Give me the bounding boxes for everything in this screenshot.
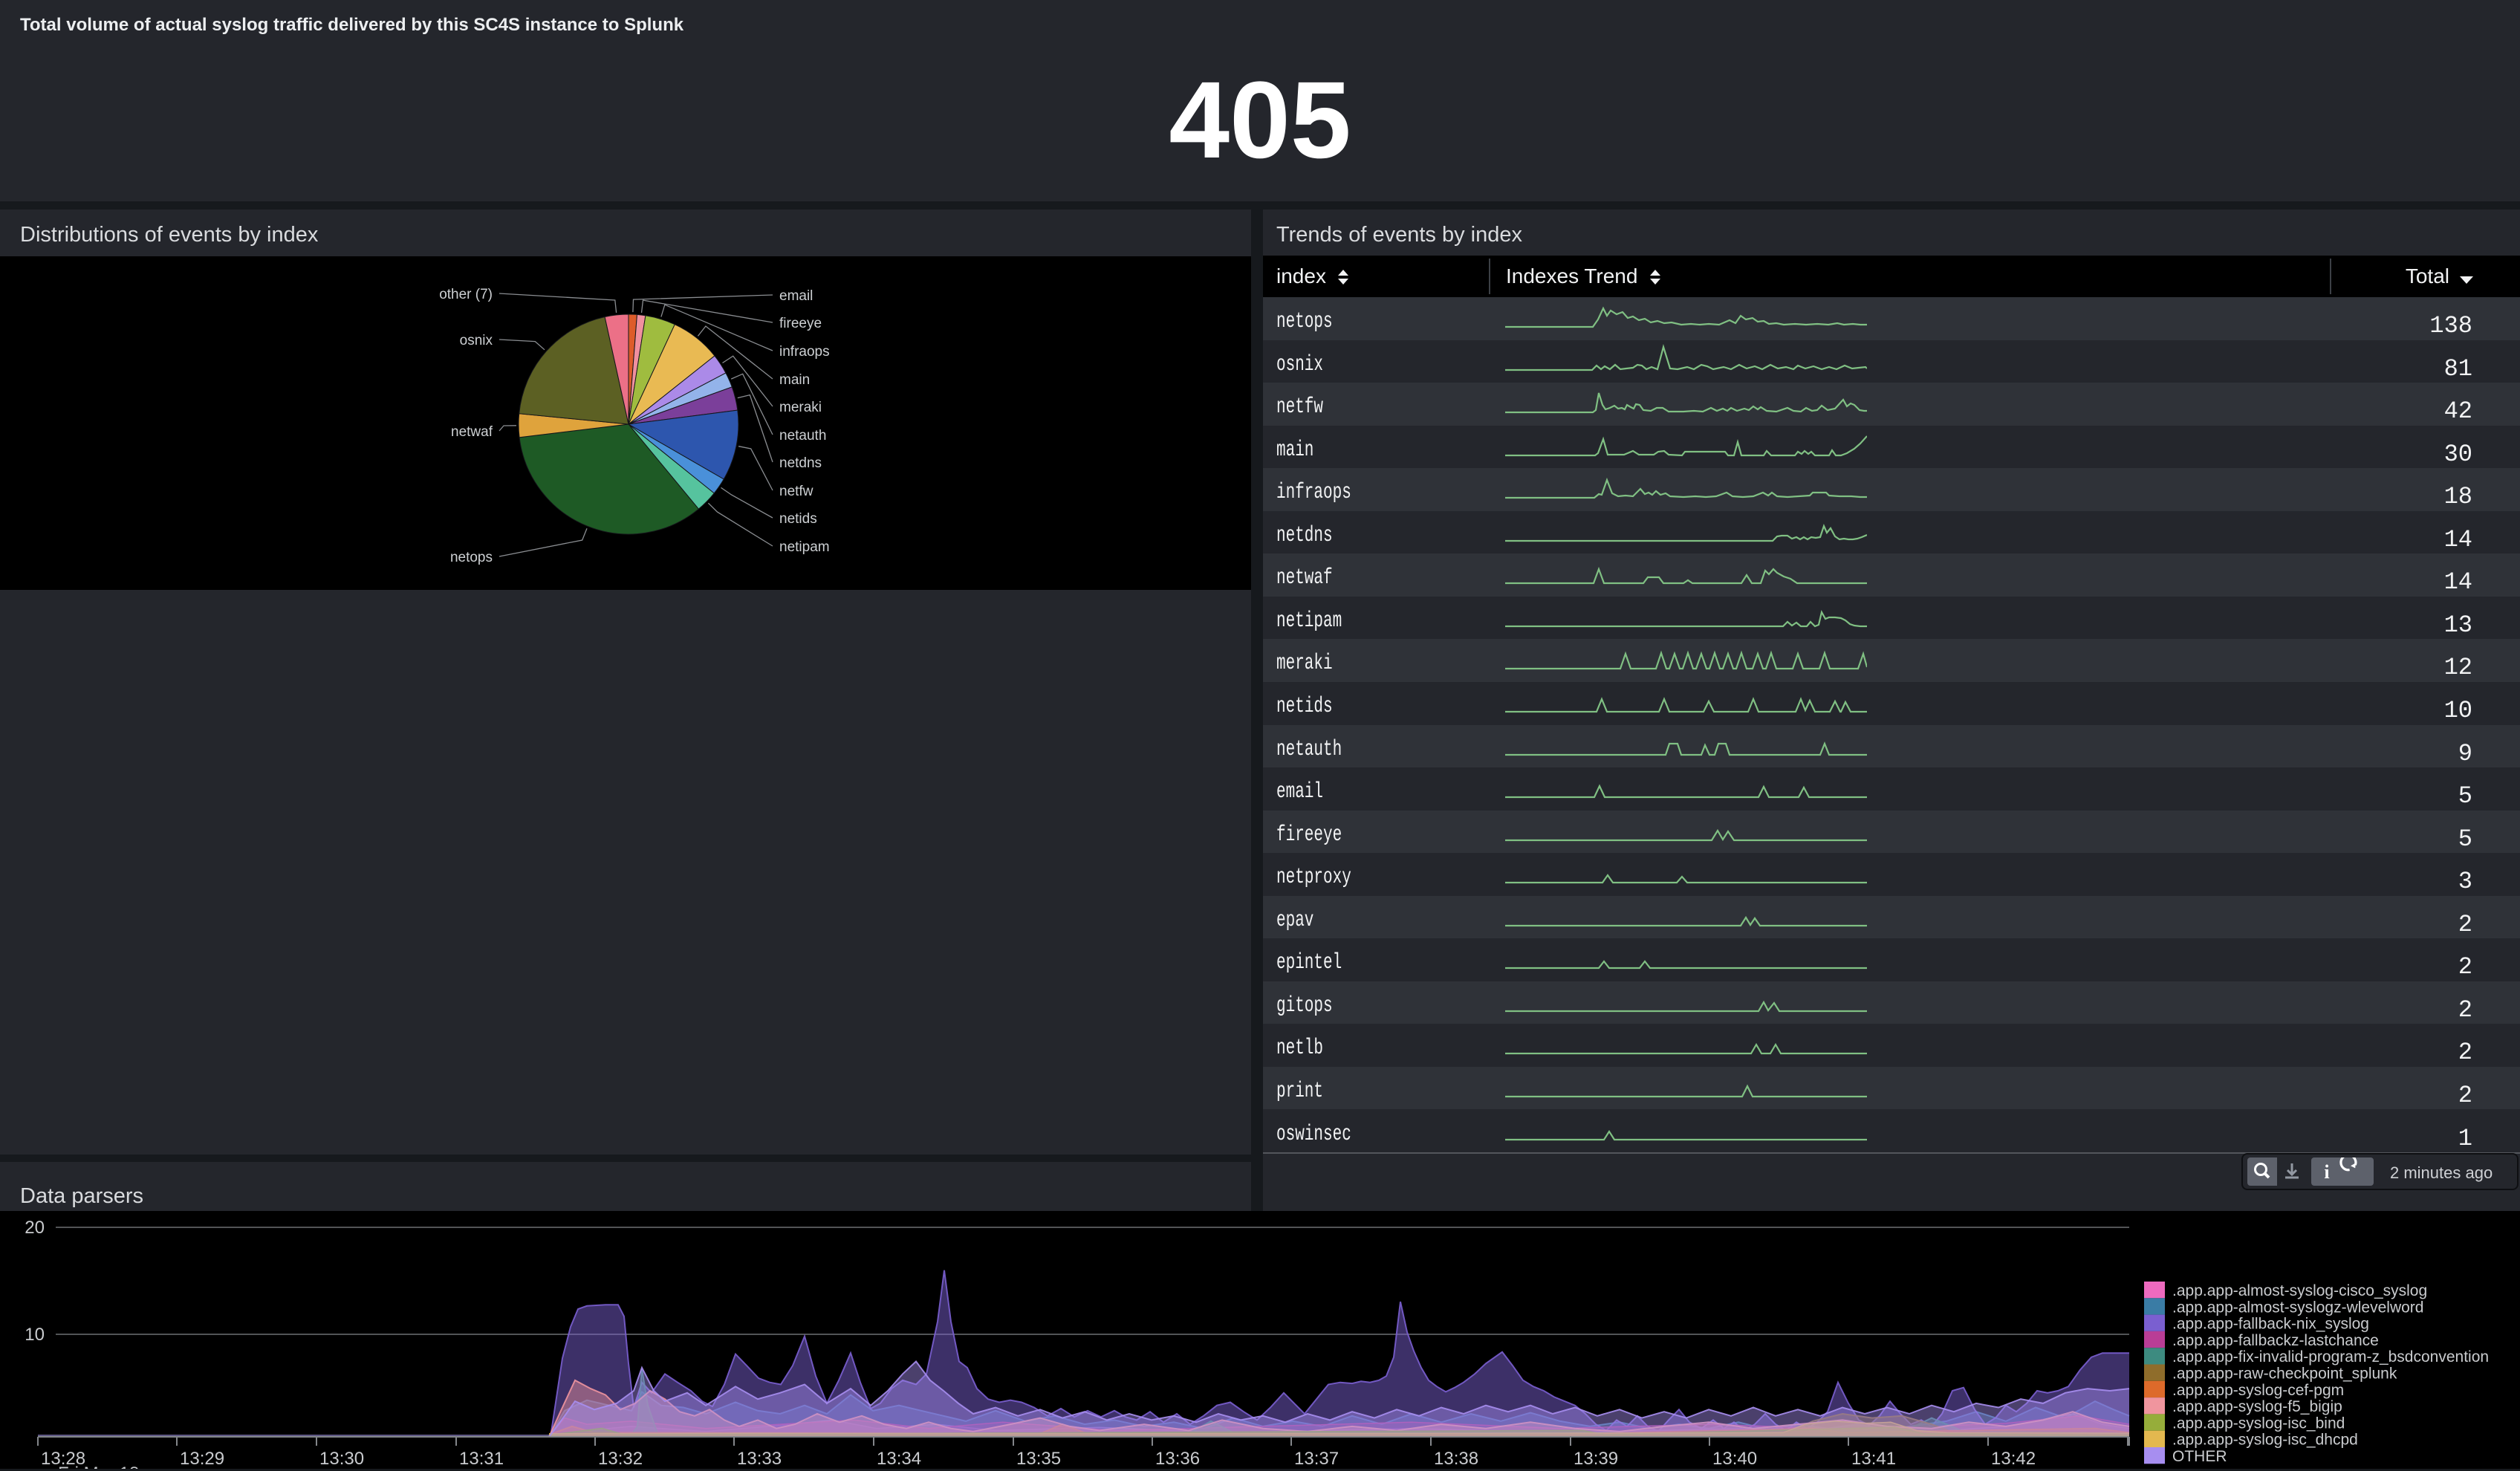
svg-text:.app.app-fallbackz-lastchance: .app.app-fallbackz-lastchance [2172,1332,2379,1349]
svg-text:.app.app-syslog-isc_bind: .app.app-syslog-isc_bind [2172,1415,2345,1432]
svg-text:13:39: 13:39 [1574,1449,1618,1469]
svg-text:netops: netops [450,550,493,565]
svg-text:13:41: 13:41 [1851,1449,1896,1469]
svg-text:netauth: netauth [779,428,826,444]
svg-text:.app.app-almost-syslogz-wlevel: .app.app-almost-syslogz-wlevelword [2172,1299,2423,1316]
svg-text:OTHER: OTHER [2172,1448,2227,1465]
svg-text:Fri Mar 18: Fri Mar 18 [58,1464,139,1469]
svg-text:infraops: infraops [779,344,830,360]
svg-text:fireeye: fireeye [779,316,822,331]
svg-text:13:35: 13:35 [1016,1449,1061,1469]
svg-text:13:34: 13:34 [877,1449,921,1469]
svg-text:.app.app-almost-syslog-cisco_s: .app.app-almost-syslog-cisco_syslog [2172,1282,2427,1299]
svg-text:email: email [779,288,813,304]
svg-text:13:37: 13:37 [1294,1449,1339,1469]
svg-text:netids: netids [779,511,817,527]
svg-text:main: main [779,372,810,388]
svg-text:.app.app-fix-invalid-program-z: .app.app-fix-invalid-program-z_bsdconven… [2172,1348,2489,1366]
svg-text:.app.app-syslog-f5_bigip: .app.app-syslog-f5_bigip [2172,1398,2342,1415]
svg-text:i: i [2324,1161,2329,1183]
svg-text:13:38: 13:38 [1434,1449,1478,1469]
svg-text:netwaf: netwaf [451,424,493,440]
svg-text:13:32: 13:32 [598,1449,643,1469]
svg-text:.app.app-fallback-nix_syslog: .app.app-fallback-nix_syslog [2172,1316,2369,1333]
svg-text:10: 10 [25,1325,45,1345]
svg-text:13:36: 13:36 [1155,1449,1200,1469]
svg-text:13:28: 13:28 [41,1449,85,1469]
svg-text:other (7): other (7) [439,287,493,302]
svg-text:13:31: 13:31 [459,1449,504,1469]
svg-text:.app.app-raw-checkpoint_splunk: .app.app-raw-checkpoint_splunk [2172,1366,2397,1383]
svg-text:netfw: netfw [779,484,814,499]
svg-text:20: 20 [25,1218,45,1238]
svg-text:.app.app-syslog-cef-pgm: .app.app-syslog-cef-pgm [2172,1382,2344,1399]
svg-text:.app.app-syslog-isc_dhcpd: .app.app-syslog-isc_dhcpd [2172,1432,2358,1449]
svg-text:13:42: 13:42 [1991,1449,2036,1469]
svg-text:netdns: netdns [779,455,822,471]
svg-text:osnix: osnix [460,333,493,348]
svg-text:meraki: meraki [779,400,822,415]
svg-text:13:40: 13:40 [1712,1449,1757,1469]
svg-text:13:29: 13:29 [180,1449,224,1469]
svg-text:13:33: 13:33 [737,1449,782,1469]
svg-text:netipam: netipam [779,539,830,555]
svg-text:13:30: 13:30 [319,1449,364,1469]
